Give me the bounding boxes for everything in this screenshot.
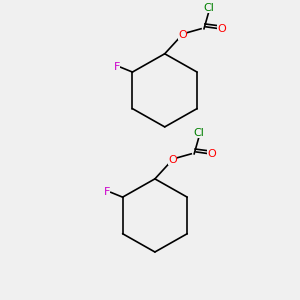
Text: F: F xyxy=(104,187,110,197)
Text: Cl: Cl xyxy=(203,3,214,13)
Text: F: F xyxy=(113,62,120,72)
Text: O: O xyxy=(217,24,226,34)
Text: O: O xyxy=(178,29,187,40)
Text: Cl: Cl xyxy=(194,128,205,138)
Text: O: O xyxy=(168,154,177,165)
Text: O: O xyxy=(208,149,216,159)
